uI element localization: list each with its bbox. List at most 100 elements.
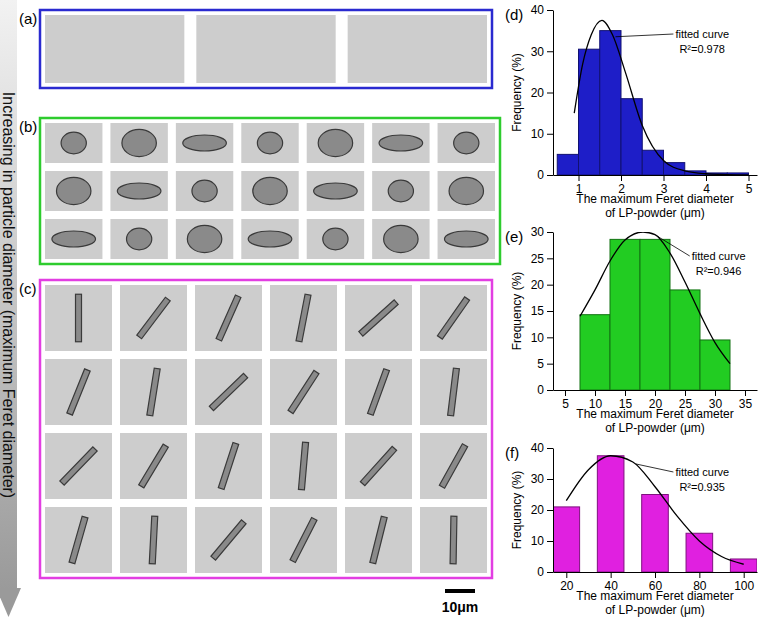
micrograph-bg [176, 171, 233, 211]
tick-label: 10 [531, 534, 545, 548]
tick-mark [547, 541, 553, 542]
micrograph [176, 123, 233, 163]
tick-label: 30 [531, 225, 545, 239]
particle [318, 129, 352, 156]
image-panel [40, 280, 492, 578]
particle [187, 225, 221, 252]
bar [686, 533, 713, 572]
micrograph-bg [196, 15, 335, 83]
y-axis: 010203040 [531, 3, 554, 182]
micrograph [195, 433, 262, 499]
micrograph [420, 507, 487, 573]
particle [209, 373, 247, 410]
micrograph-bg [307, 171, 364, 211]
particle [218, 442, 238, 489]
particle [296, 294, 311, 342]
tick-mark [547, 572, 553, 573]
particle [248, 231, 292, 247]
micrograph [110, 123, 167, 163]
particle [439, 444, 467, 488]
side-arrow: Increasing in particle diameter (maximum… [0, 0, 21, 617]
y-tick: 10 [531, 127, 553, 141]
bar [642, 150, 663, 175]
particle [323, 228, 348, 250]
particle [61, 132, 86, 154]
particle [183, 135, 227, 151]
plot-area [553, 456, 757, 572]
series-label: fitted curve [675, 28, 729, 40]
tick-mark [547, 10, 553, 11]
particle [139, 444, 169, 488]
particle [122, 129, 156, 156]
micrograph [307, 123, 364, 163]
micrograph [420, 285, 487, 351]
plot-area [557, 20, 748, 175]
micrograph-bg [45, 15, 184, 83]
y-tick: 10 [531, 534, 553, 548]
micrograph-bg [438, 171, 495, 211]
micrograph [270, 285, 337, 351]
micrograph-bg [195, 359, 262, 425]
chart: fitted curveR²=0.94605101520253051015202… [505, 225, 758, 435]
micrograph [120, 433, 187, 499]
micrograph [241, 171, 298, 211]
x-axis-title: The maximum Feret diameter [576, 192, 733, 206]
tick-label: 30 [531, 45, 545, 59]
tick-mark [655, 390, 656, 396]
tick-label: 25 [531, 252, 545, 266]
micrograph [110, 171, 167, 211]
micrograph-bg [348, 15, 487, 83]
micrograph-bg [120, 285, 187, 351]
figure: Increasing in particle diameter (maximum… [0, 0, 766, 619]
micrograph-bg [195, 285, 262, 351]
micrograph [176, 219, 233, 259]
micrograph [120, 507, 187, 573]
micrograph [241, 123, 298, 163]
micrograph [120, 285, 187, 351]
micrograph-bg [420, 433, 487, 499]
panel-frame [40, 280, 492, 578]
micrograph-bg [241, 123, 298, 163]
arrow-head [0, 588, 21, 617]
bar [600, 31, 621, 175]
particle [384, 225, 418, 252]
particle [137, 297, 170, 339]
micrograph [348, 15, 487, 83]
x-axis-title: The maximum Feret diameter [576, 407, 733, 421]
micrograph [270, 507, 337, 573]
particle [253, 177, 287, 204]
tick-mark [715, 390, 716, 396]
micrograph [45, 507, 112, 573]
panel-label: (e) [505, 228, 523, 245]
micrograph [195, 359, 262, 425]
y-tick: 40 [531, 3, 553, 17]
tick-mark [547, 134, 553, 135]
x-tick: 100 [734, 572, 754, 593]
tick-mark [625, 390, 626, 396]
y-axis-title: Frequency (%) [510, 471, 524, 550]
micrograph-bg [45, 285, 112, 351]
particle [216, 295, 241, 341]
micrograph-bg [420, 507, 487, 573]
tick-label: 40 [531, 441, 545, 455]
y-axis: 010203040 [531, 441, 554, 579]
panel-frame [40, 10, 492, 88]
panel-label: (d) [505, 6, 523, 23]
micrograph-bg [110, 219, 167, 259]
axis-line [553, 233, 554, 391]
particle [192, 180, 217, 202]
micrograph-bg [110, 123, 167, 163]
particle [56, 177, 90, 204]
tick-label: 15 [531, 304, 545, 318]
y-axis: 051015202530 [531, 225, 554, 397]
micrograph-bg [45, 507, 112, 573]
micrograph-bg [45, 123, 102, 163]
particle [52, 231, 96, 247]
tick-mark [566, 572, 567, 578]
panel-label: (a) [19, 10, 37, 27]
bar [553, 507, 580, 572]
micrograph-bg [45, 219, 102, 259]
annotation: R²=0.935 [679, 481, 725, 493]
micrograph [45, 219, 102, 259]
y-tick: 30 [531, 45, 553, 59]
